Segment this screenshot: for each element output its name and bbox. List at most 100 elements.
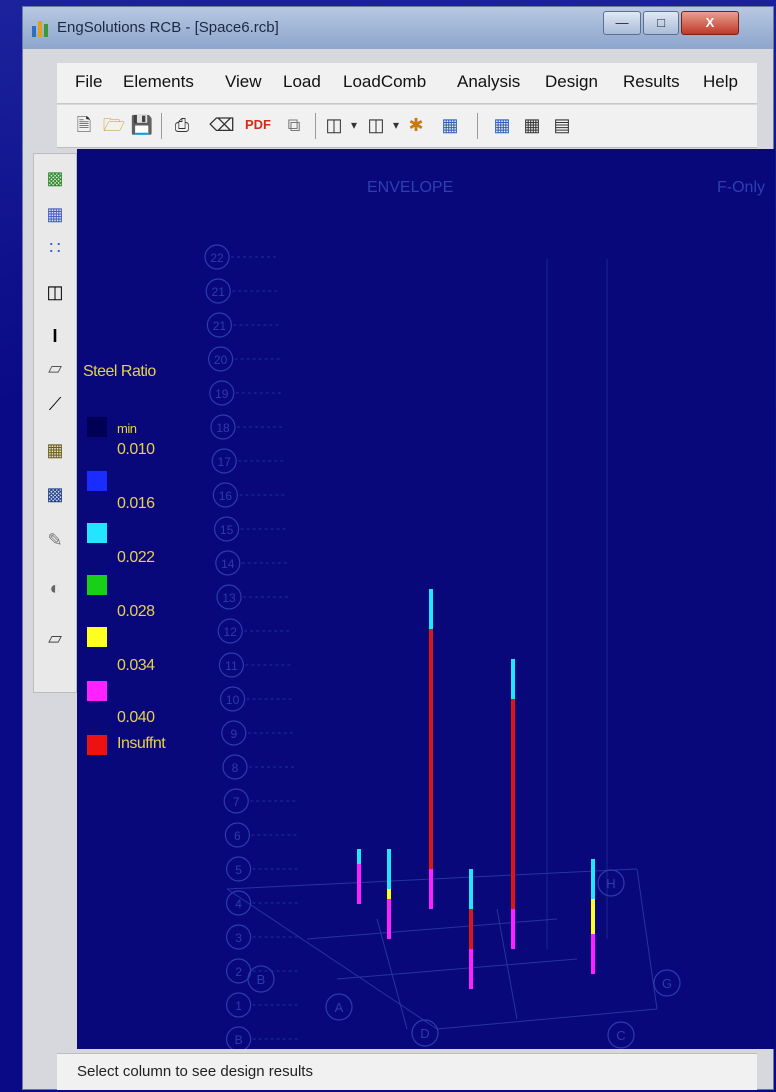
menu-loadcomb[interactable]: LoadComb bbox=[343, 72, 426, 92]
plan-icon[interactable]: ▦ bbox=[519, 112, 545, 138]
app-window: EngSolutions RCB - [Space6.rcb] — □ X Fi… bbox=[22, 6, 774, 1090]
pdf-icon[interactable]: PDF bbox=[245, 112, 271, 138]
table-icon[interactable]: ▦ bbox=[489, 112, 515, 138]
story-number: 7 bbox=[233, 795, 240, 809]
main-toolbar: 🗎 🗁 💾 ⎙ ⌫ PDF ⧉ ◫ ▾ ◫ ▾ ✱ ▦ ▦ ▦ ▤ bbox=[57, 105, 757, 148]
status-text: Select column to see design results bbox=[77, 1063, 313, 1080]
legend-swatch bbox=[87, 735, 107, 755]
story-number: B bbox=[235, 1033, 243, 1047]
elevation-icon[interactable]: ▤ bbox=[549, 112, 575, 138]
legend-title: Steel Ratio bbox=[83, 363, 156, 381]
story-number: 20 bbox=[214, 353, 228, 367]
story-number: 11 bbox=[225, 659, 238, 673]
view-mode-label: F-Only bbox=[717, 179, 765, 197]
story-number: 18 bbox=[216, 421, 230, 435]
grid-label: D bbox=[420, 1026, 429, 1041]
menu-view[interactable]: View bbox=[225, 72, 262, 92]
print-icon[interactable]: ⎙ bbox=[169, 112, 195, 138]
story-number: 5 bbox=[235, 863, 242, 877]
legend-swatch bbox=[87, 627, 107, 647]
menu-analysis[interactable]: Analysis bbox=[457, 72, 520, 92]
grid-label: H bbox=[606, 876, 615, 891]
grid-line bbox=[637, 869, 657, 1009]
story-number: 13 bbox=[222, 591, 236, 605]
grid-labels: B A D C G H bbox=[248, 870, 680, 1048]
menu-bar: File Elements View Load LoadComb Analysi… bbox=[57, 63, 757, 104]
menu-load[interactable]: Load bbox=[283, 72, 321, 92]
story-number: 15 bbox=[220, 523, 234, 537]
story-number: 12 bbox=[224, 625, 238, 639]
design-result-columns[interactable] bbox=[359, 589, 593, 989]
run-icon[interactable]: ✱ bbox=[403, 112, 429, 138]
column-icon[interactable]: I bbox=[40, 322, 70, 350]
legend-swatch bbox=[87, 523, 107, 543]
story-number: 17 bbox=[218, 455, 232, 469]
story-number: 8 bbox=[232, 761, 239, 775]
story-number: 4 bbox=[235, 897, 242, 911]
menu-results[interactable]: Results bbox=[623, 72, 680, 92]
plate-icon[interactable]: ▱ bbox=[40, 624, 70, 652]
menu-elements[interactable]: Elements bbox=[123, 72, 194, 92]
save-icon[interactable]: 💾 bbox=[129, 112, 155, 138]
story-number: 14 bbox=[221, 557, 235, 571]
app-icon bbox=[31, 18, 51, 38]
grid-view-icon[interactable]: ▦ bbox=[437, 112, 463, 138]
wall-icon[interactable]: ▦ bbox=[40, 436, 70, 464]
status-bar: Select column to see design results bbox=[57, 1053, 757, 1090]
grid-label: C bbox=[616, 1028, 625, 1043]
menu-help[interactable]: Help bbox=[703, 72, 738, 92]
story-number: 21 bbox=[212, 285, 226, 299]
toolbar-separator bbox=[477, 113, 478, 139]
legend-min-label: min bbox=[117, 421, 136, 436]
grid-line bbox=[307, 919, 557, 939]
grid-label: G bbox=[662, 976, 672, 991]
grid-label: B bbox=[257, 972, 266, 987]
line-icon[interactable]: ⟋ bbox=[40, 390, 70, 418]
story-number: 1 bbox=[235, 999, 242, 1013]
menu-design[interactable]: Design bbox=[545, 72, 598, 92]
copy-icon[interactable]: ⧉ bbox=[281, 112, 307, 138]
legend-value: 0.016 bbox=[117, 495, 155, 513]
legend-value: 0.034 bbox=[117, 657, 155, 675]
new-file-icon[interactable]: 🗎 bbox=[71, 112, 97, 138]
toolbar-separator bbox=[161, 113, 162, 139]
window-title: EngSolutions RCB - [Space6.rcb] bbox=[57, 19, 279, 36]
maximize-button[interactable]: □ bbox=[643, 11, 679, 35]
story-number: 21 bbox=[213, 319, 227, 333]
story-number: 2 bbox=[235, 965, 242, 979]
close-button[interactable]: X bbox=[681, 11, 739, 35]
points-icon[interactable]: ∷ bbox=[40, 234, 70, 262]
grid-label: A bbox=[335, 1000, 344, 1015]
legend-swatch bbox=[87, 681, 107, 701]
legend-swatch-min bbox=[87, 417, 107, 437]
pencil-icon[interactable]: ✎ bbox=[40, 526, 70, 554]
grid-icon[interactable]: ▦ bbox=[40, 200, 70, 228]
grid-line bbox=[437, 1009, 657, 1029]
story-number: 10 bbox=[226, 693, 240, 707]
model-viewport[interactable]: 22 21 21 20 19 18 17 16 15 14 13 12 11 10 9 8 7 6 5 4 3 2 1 B B… bbox=[77, 149, 775, 1049]
section-icon[interactable]: ◐ bbox=[40, 574, 70, 602]
slab-icon[interactable]: ▩ bbox=[40, 480, 70, 508]
left-toolbar: ▩ ▦ ∷ ◫ I ▱ ⟋ ▦ ▩ ✎ ◐ ▱ bbox=[33, 153, 77, 693]
story-number: 3 bbox=[235, 931, 242, 945]
open-folder-icon[interactable]: 🗁 bbox=[101, 112, 127, 138]
menu-file[interactable]: File bbox=[75, 72, 102, 92]
story-number: 9 bbox=[230, 727, 237, 741]
frame-icon[interactable]: ◫ bbox=[40, 278, 70, 306]
story-number: 16 bbox=[219, 489, 233, 503]
minimize-button[interactable]: — bbox=[603, 11, 641, 35]
legend-value: 0.022 bbox=[117, 549, 155, 567]
toolbar-separator bbox=[315, 113, 316, 139]
eraser-icon[interactable]: ⌫ bbox=[209, 112, 235, 138]
story-number: 6 bbox=[234, 829, 241, 843]
beam-icon[interactable]: ▱ bbox=[40, 354, 70, 382]
floor-icon[interactable]: ▩ bbox=[40, 164, 70, 192]
grid-line bbox=[227, 889, 437, 1029]
story-number: 22 bbox=[210, 251, 224, 265]
legend-swatch bbox=[87, 471, 107, 491]
grid-line bbox=[337, 959, 577, 979]
legend-swatch bbox=[87, 575, 107, 595]
legend-insufficient-label: Insuffnt bbox=[117, 735, 165, 753]
title-bar[interactable]: EngSolutions RCB - [Space6.rcb] — □ X bbox=[23, 7, 773, 49]
